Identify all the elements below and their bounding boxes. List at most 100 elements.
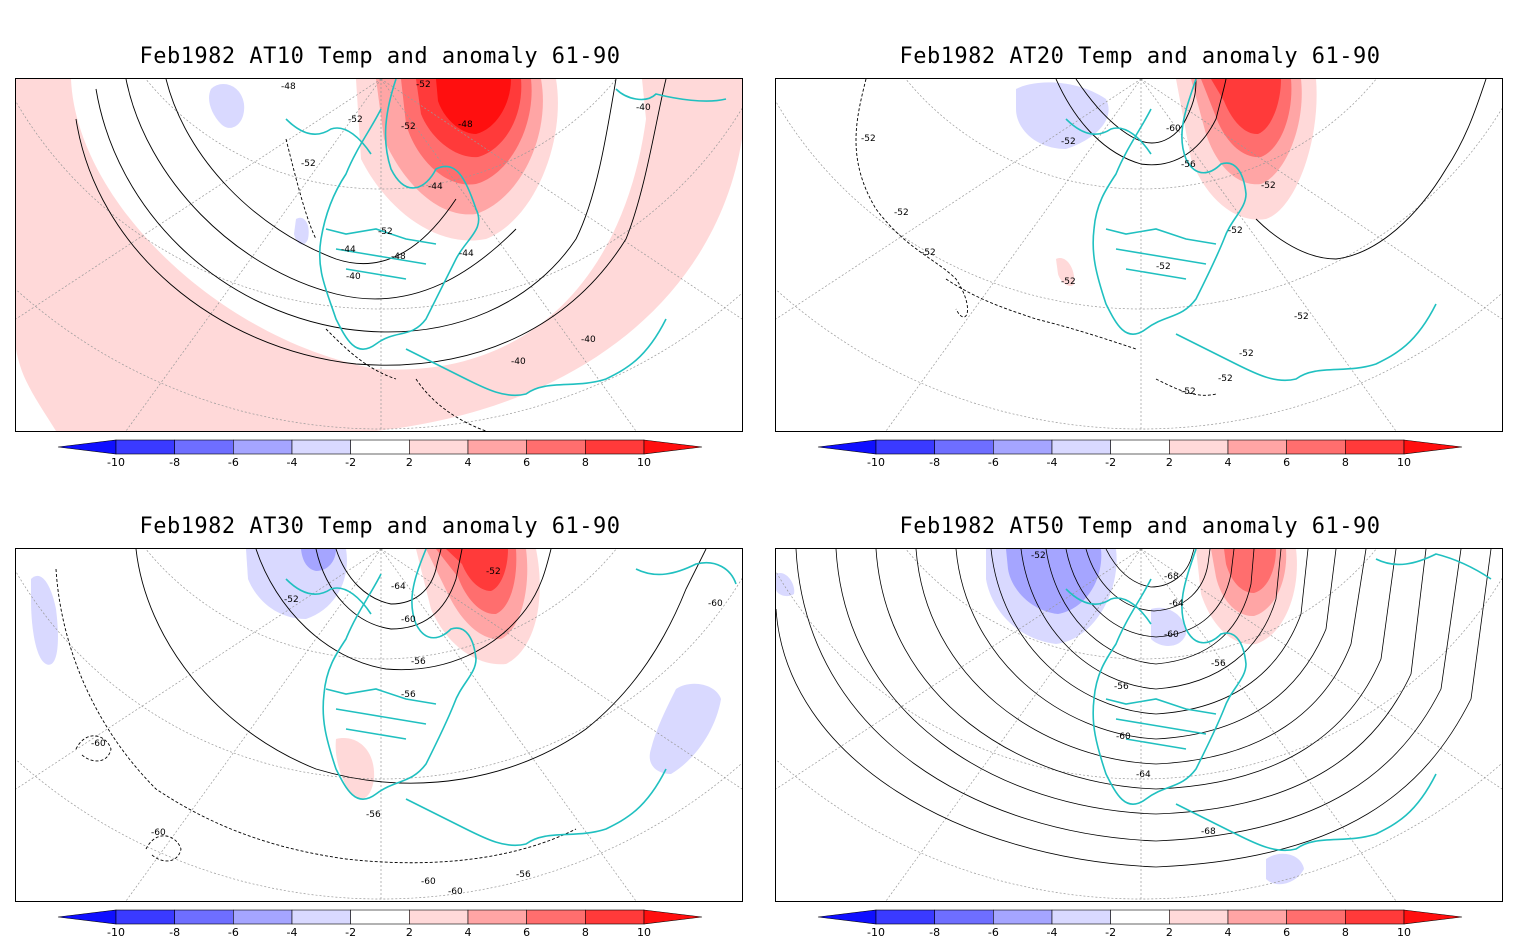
- colorbar-tick-label: -2: [1105, 456, 1116, 469]
- contour-label: -52: [1031, 551, 1046, 561]
- contour-label: -60: [401, 615, 416, 625]
- anomaly-neg-2-west: [31, 575, 58, 665]
- map-at30: -52 -52 -64 -60 -56 -56 -60 -60 -60 -56 …: [16, 549, 742, 901]
- anomaly-ring-inner-cut: [16, 349, 56, 431]
- contour-label: -52: [1294, 312, 1309, 322]
- colorbar-swatch: [526, 439, 586, 455]
- panel-at10: Feb1982 AT10 Temp and anomaly 61-90: [0, 0, 760, 470]
- anomaly-pos-8: [1211, 79, 1281, 135]
- colorbar: -10 -8 -6 -4 -2 2 4 6 8 10: [57, 438, 703, 469]
- colorbar-tick-label: 8: [582, 926, 589, 939]
- colorbar-swatch: [875, 439, 935, 455]
- contour-label: -60: [1116, 732, 1131, 742]
- coastlines: [1065, 549, 1492, 852]
- colorbar-tick-label: 6: [1283, 456, 1290, 469]
- contour-label: -40: [346, 272, 361, 282]
- colorbar-swatch: [1286, 439, 1346, 455]
- anomaly-neg-2b: [1151, 607, 1186, 646]
- contour-label: -48: [458, 120, 473, 130]
- contours: [855, 79, 1487, 396]
- contour-label: -56: [411, 657, 426, 667]
- colorbar-swatch: [350, 909, 410, 925]
- contour-label: -60: [448, 887, 463, 897]
- anomaly-neg-2-west: [776, 573, 795, 597]
- colorbar-swatch: [1169, 909, 1229, 925]
- anomaly-neg-2-east: [649, 683, 721, 774]
- contour-label: -56: [1181, 160, 1196, 170]
- colorbar-tick-label: -10: [107, 456, 125, 469]
- contour-label: -60: [1164, 630, 1179, 640]
- colorbar-tick-label: -8: [929, 926, 940, 939]
- contour-label: -48: [281, 82, 296, 92]
- colorbar-swatch: [1169, 439, 1229, 455]
- colorbar-swatch: [1110, 909, 1170, 925]
- contour-labels: -52 -68 -64 -60 -56 -56 -60 -64 -68: [1031, 551, 1226, 837]
- panel-at30: Feb1982 AT30 Temp and anomaly 61-90: [0, 470, 760, 940]
- map-at50: -52 -68 -64 -60 -56 -56 -60 -64 -68: [776, 549, 1502, 901]
- anomaly-neg-2b: [294, 217, 309, 245]
- anomaly-pos-6: [1224, 549, 1276, 593]
- contour-label: -52: [1218, 374, 1233, 384]
- colorbar-swatch: [1051, 909, 1111, 925]
- colorbar-swatch: [1345, 909, 1405, 925]
- colorbar-svg: -10 -8 -6 -4 -2 2 4 6 8 10: [57, 909, 703, 939]
- colorbar-tick-label: -4: [287, 926, 298, 939]
- colorbar-arrow-low: [817, 909, 877, 925]
- colorbar-swatch: [1110, 439, 1170, 455]
- graticule: [16, 549, 742, 901]
- colorbar-arrow-low: [817, 439, 877, 455]
- colorbar-swatch: [993, 909, 1053, 925]
- colorbar-tick-label: 4: [465, 456, 472, 469]
- contour-labels: -48 -52 -52 -52 -48 -52 -44 -52 -44 -48 …: [281, 80, 651, 367]
- contour-label: -52: [348, 115, 363, 125]
- contour-labels: -52 -52 -64 -60 -56 -56 -60 -60 -60 -56 …: [91, 567, 723, 897]
- map-frame: -52 -68 -64 -60 -56 -56 -60 -64 -68: [775, 548, 1503, 902]
- colorbar-swatch: [1227, 909, 1287, 925]
- contour-label: -56: [1211, 659, 1226, 669]
- colorbar-swatch: [875, 909, 935, 925]
- colorbar-swatch: [1051, 439, 1111, 455]
- colorbar-tick-label: 8: [1342, 926, 1349, 939]
- anomaly-pos-2b: [1056, 258, 1075, 286]
- colorbar-arrow-low: [57, 909, 117, 925]
- colorbar-tick-label: 10: [637, 926, 651, 939]
- colorbar-tick-label: 10: [1397, 926, 1411, 939]
- colorbar-swatch: [174, 439, 234, 455]
- contour-label: -64: [1136, 770, 1151, 780]
- anomaly-neg-2-south: [1266, 853, 1304, 885]
- colorbar-swatch: [174, 909, 234, 925]
- colorbar-tick-label: 8: [582, 456, 589, 469]
- colorbar-swatch: [409, 909, 469, 925]
- coastlines: [285, 79, 727, 397]
- contour-label: -56: [1114, 682, 1129, 692]
- colorbar-tick-label: 4: [1225, 456, 1232, 469]
- colorbar-tick-label: -10: [867, 926, 885, 939]
- colorbar-swatch: [467, 439, 527, 455]
- colorbar-swatch: [233, 439, 293, 455]
- panel-at20: Feb1982 AT20 Temp and anomaly 61-90: [760, 0, 1520, 470]
- colorbar-swatch: [1227, 439, 1287, 455]
- colorbar-tick-label: 4: [1225, 926, 1232, 939]
- colorbar-tick-label: 6: [1283, 926, 1290, 939]
- colorbar-tick-label: -8: [169, 926, 180, 939]
- colorbar-tick-label: 6: [523, 456, 530, 469]
- contour-label: -64: [1169, 599, 1184, 609]
- contours: [776, 549, 1492, 868]
- contour-label: -52: [1061, 137, 1076, 147]
- panel-title: Feb1982 AT10 Temp and anomaly 61-90: [139, 44, 621, 69]
- colorbar-swatch: [585, 909, 645, 925]
- colorbar-swatch: [409, 439, 469, 455]
- contour-label: -60: [151, 828, 166, 838]
- contour-label: -60: [421, 877, 436, 887]
- contour-label: -52: [1261, 181, 1276, 191]
- panel-title: Feb1982 AT30 Temp and anomaly 61-90: [139, 514, 621, 539]
- colorbar-tick-label: -10: [867, 456, 885, 469]
- contour-label: -40: [636, 103, 651, 113]
- colorbar-tick-label: 10: [1397, 456, 1411, 469]
- colorbar-tick-label: 6: [523, 926, 530, 939]
- coastlines: [1065, 79, 1437, 382]
- contour-label: -52: [486, 567, 501, 577]
- graticule: [776, 79, 1502, 431]
- colorbar-tick-label: -2: [345, 926, 356, 939]
- colorbar: -10 -8 -6 -4 -2 2 4 6 8 10: [817, 438, 1463, 469]
